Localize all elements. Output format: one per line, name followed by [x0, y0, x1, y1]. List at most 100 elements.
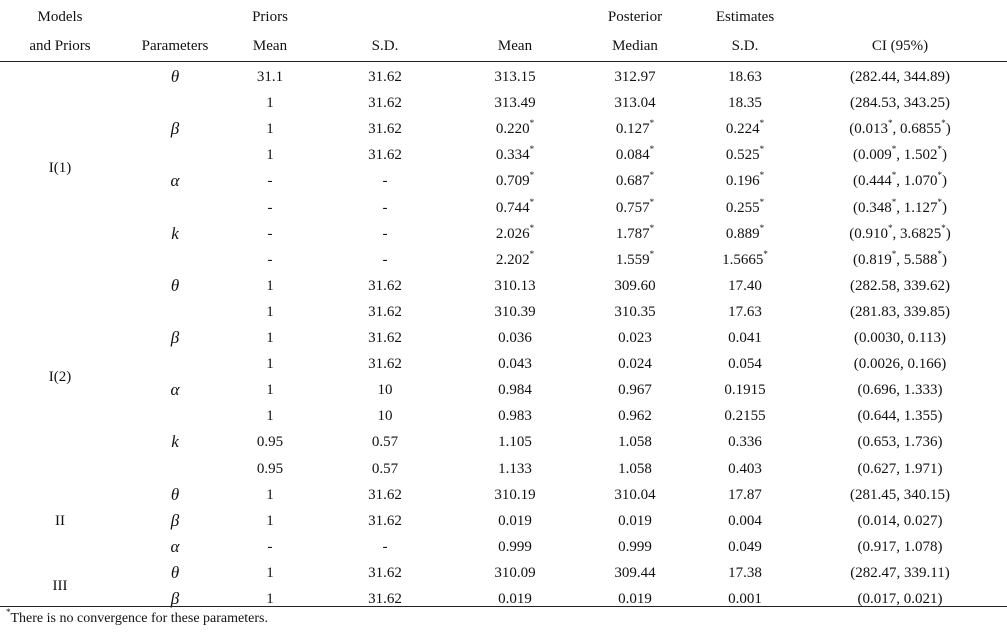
prior-mean-cell: 1	[266, 408, 274, 425]
header-rule	[0, 61, 1007, 62]
posterior-median-cell: 0.127*	[615, 118, 655, 138]
table-row: k 0.95 0.57 1.105 1.058 0.336 (0.653, 1.736)	[0, 429, 1007, 455]
prior-sd-cell: 31.62	[368, 356, 402, 373]
posterior-median-cell: 0.084*	[615, 144, 655, 164]
model-label: II	[55, 512, 65, 529]
table-row: 1 31.62 0.334* 0.084* 0.525* (0.009*, 1.502*)	[0, 142, 1007, 168]
header-ci: CI (95%)	[871, 38, 929, 54]
prior-mean-cell: 1	[266, 147, 274, 164]
ci-cell: (281.83, 339.85)	[850, 303, 950, 320]
parameter-cell: α	[170, 536, 180, 556]
header-estimates: Estimates	[715, 9, 775, 25]
prior-mean-cell: 1	[266, 95, 274, 112]
posterior-mean-cell: 0.744*	[495, 196, 535, 216]
header-prior-sd: S.D.	[371, 38, 399, 54]
table-row: θ 31.1 31.62 313.15 312.97 18.63 (282.44, 344.…	[0, 64, 1007, 90]
prior-sd-cell: 31.62	[368, 591, 402, 607]
parameter-cell	[125, 456, 225, 482]
prior-mean-cell: 0.95	[256, 460, 284, 477]
prior-mean-cell: 1	[266, 512, 274, 529]
table-row: β 1 31.62 0.019 0.019 0.001 (0.017, 0.021)	[0, 586, 1007, 612]
prior-mean-cell: 1	[266, 121, 274, 138]
table-row: θ 1 31.62 310.19 310.04 17.87 (281.45, 340.15)	[0, 482, 1007, 508]
posterior-median-cell: 309.44	[614, 564, 656, 581]
posterior-sd-cell: 0.403	[728, 460, 762, 477]
footnote-marker: *	[6, 607, 11, 618]
posterior-median-cell: 0.019	[618, 591, 652, 607]
posterior-median-cell: 309.60	[614, 277, 656, 294]
header-models: Models	[37, 9, 83, 25]
header-row-2: and Priors Parameters Mean S.D. Mean Med…	[0, 33, 1007, 59]
posterior-median-cell: 1.058	[618, 460, 652, 477]
prior-sd-cell: -	[382, 173, 388, 190]
posterior-sd-cell: 17.63	[728, 303, 762, 320]
prior-mean-cell: -	[267, 199, 273, 216]
prior-sd-cell: 31.62	[368, 277, 402, 294]
posterior-mean-cell: 0.043	[498, 356, 532, 373]
posterior-median-cell: 0.023	[618, 330, 652, 346]
posterior-median-cell: 1.787*	[615, 222, 655, 242]
posterior-median-cell: 310.35	[614, 303, 656, 320]
posterior-mean-cell: 0.709*	[495, 170, 535, 190]
prior-sd-cell: 10	[377, 382, 393, 399]
posterior-sd-cell: 0.196*	[725, 170, 765, 190]
posterior-median-cell: 0.024	[618, 356, 652, 373]
posterior-median-cell: 1.058	[618, 434, 652, 451]
posterior-mean-cell: 1.133	[498, 460, 532, 477]
posterior-mean-cell: 0.220*	[495, 118, 535, 138]
parameter-cell: k	[171, 223, 179, 243]
parameter-cell	[125, 90, 225, 116]
table-row: 1 31.62 313.49 313.04 18.35 (284.53, 343.25)	[0, 90, 1007, 116]
header-parameters: Parameters	[141, 38, 209, 54]
posterior-sd-cell: 0.255*	[725, 196, 765, 216]
prior-sd-cell: 31.62	[368, 564, 402, 581]
posterior-mean-cell: 0.999	[498, 538, 532, 555]
ci-cell: (0.348*, 1.127*)	[853, 196, 947, 216]
posterior-mean-cell: 2.202*	[495, 248, 535, 268]
prior-sd-cell: 31.62	[368, 121, 402, 138]
model-label: I(2)	[48, 369, 72, 386]
posterior-mean-cell: 313.49	[494, 95, 536, 112]
ci-cell: (282.58, 339.62)	[850, 277, 950, 294]
parameter-cell: θ	[170, 484, 180, 504]
posterior-mean-cell: 310.13	[494, 277, 536, 294]
ci-cell: (0.0026, 0.166)	[853, 356, 947, 373]
table-row: α - - 0.999 0.999 0.049 (0.917, 1.078)	[0, 534, 1007, 560]
posterior-mean-cell: 0.036	[498, 330, 532, 346]
ci-cell: (281.45, 340.15)	[850, 486, 950, 503]
ci-cell: (282.44, 344.89)	[850, 69, 950, 85]
ci-cell: (0.644, 1.355)	[857, 408, 943, 425]
parameter-cell: β	[170, 328, 180, 347]
parameter-cell	[125, 299, 225, 325]
ci-cell: (0.917, 1.078)	[857, 538, 943, 555]
posterior-mean-cell: 310.19	[494, 486, 536, 503]
prior-mean-cell: -	[267, 251, 273, 268]
prior-mean-cell: 1	[266, 591, 274, 607]
posterior-sd-cell: 0.054	[728, 356, 762, 373]
parameter-cell: β	[170, 510, 180, 530]
posterior-median-cell: 313.04	[614, 95, 656, 112]
posterior-sd-cell: 17.40	[728, 277, 762, 294]
ci-cell: (0.013*, 0.6855*)	[849, 118, 951, 138]
bottom-rule	[0, 606, 1007, 607]
ci-cell: (0.627, 1.971)	[857, 460, 943, 477]
posterior-sd-cell: 0.889*	[725, 222, 765, 242]
model-label: I(1)	[48, 160, 72, 177]
footnote: *There is no convergence for these param…	[6, 608, 268, 627]
parameter-cell: θ	[170, 275, 180, 295]
prior-mean-cell: 0.95	[256, 434, 284, 451]
ci-cell: (0.819*, 5.588*)	[853, 248, 947, 268]
prior-mean-cell: 1	[266, 486, 274, 503]
prior-mean-cell: 1	[266, 303, 274, 320]
prior-sd-cell: -	[382, 225, 388, 242]
header-prior-mean: Mean	[252, 38, 288, 54]
prior-sd-cell: 31.62	[368, 95, 402, 112]
posterior-median-cell: 310.04	[614, 486, 656, 503]
table-row: 1 31.62 310.39 310.35 17.63 (281.83, 339.85)	[0, 299, 1007, 325]
posterior-sd-cell: 0.049	[728, 538, 762, 555]
header-priors: Priors	[252, 9, 288, 25]
ci-cell: (282.47, 339.11)	[850, 564, 950, 581]
ci-cell: (0.696, 1.333)	[857, 382, 943, 399]
prior-mean-cell: -	[267, 225, 273, 242]
parameter-cell: θ	[170, 562, 180, 582]
